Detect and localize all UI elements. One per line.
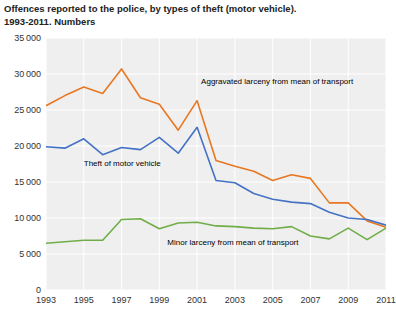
series-label: Minor larceny from mean of transport: [167, 238, 299, 247]
y-tick-label: 25 000: [14, 105, 41, 115]
grid-line: [46, 38, 47, 290]
grid-line: [46, 110, 386, 111]
lines: [46, 69, 386, 243]
series-line: [46, 127, 386, 225]
x-tick-label: 2003: [225, 295, 245, 305]
y-tick-label: 20 000: [14, 141, 41, 151]
y-tick-label: 35 000: [14, 33, 41, 43]
x-tick-label: 2005: [263, 295, 283, 305]
chart: Offences reported to the police, by type…: [0, 0, 396, 315]
series-label: Theft of motor vehicle: [84, 159, 161, 168]
x-tick-label: 1995: [74, 295, 94, 305]
grid-line: [46, 38, 386, 39]
y-tick-label: 0: [36, 285, 41, 295]
grid-line: [197, 38, 198, 290]
grid-line: [46, 182, 386, 183]
title: Offences reported to the police, by type…: [4, 3, 296, 14]
x-tick-label: 2009: [338, 295, 358, 305]
y-tick-label: 10 000: [14, 213, 41, 223]
x-tick-label: 2011: [376, 295, 395, 305]
series-line: [46, 69, 386, 227]
grid-line: [46, 218, 386, 219]
x-tick-label: 2007: [300, 295, 320, 305]
y-tick-label: 5 000: [19, 249, 41, 259]
x-tick-label: 1999: [149, 295, 169, 305]
x-tick-label: 1993: [36, 295, 56, 305]
grid-line: [46, 254, 386, 255]
plot-background: [46, 38, 386, 290]
y-tick-label: 15 000: [14, 177, 41, 187]
grid-line: [46, 146, 386, 147]
x-tick-label: 2001: [187, 295, 207, 305]
grid-line: [46, 290, 386, 291]
x-tick-label: 1997: [112, 295, 132, 305]
series-label: Aggravated larceny from mean of transpor…: [201, 77, 354, 86]
grid-line: [386, 38, 387, 290]
grid-line: [46, 74, 386, 75]
y-tick-label: 30 000: [14, 69, 41, 79]
subtitle: 1993-2011. Numbers: [4, 16, 95, 27]
